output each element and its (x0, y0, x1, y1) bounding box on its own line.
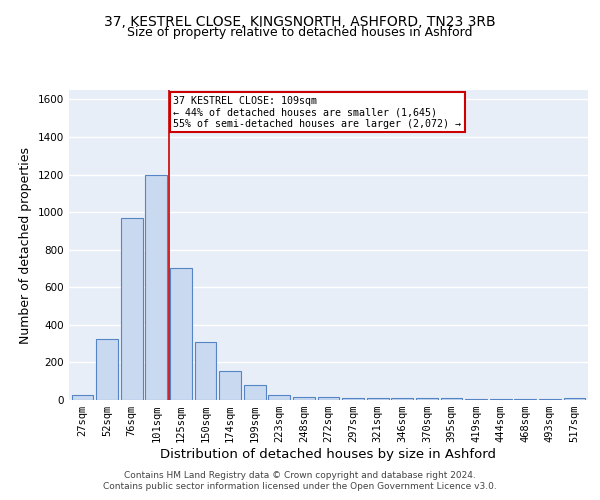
Bar (170, 268, 192, 400)
Text: Contains public sector information licensed under the Open Government Licence v3: Contains public sector information licen… (103, 482, 497, 491)
Y-axis label: Number of detached properties: Number of detached properties (19, 146, 32, 344)
Text: Size of property relative to detached houses in Ashford: Size of property relative to detached ho… (127, 26, 473, 39)
Bar (244, 385, 266, 400)
Bar (97, 339, 118, 400)
Text: Contains HM Land Registry data © Crown copyright and database right 2024.: Contains HM Land Registry data © Crown c… (124, 471, 476, 480)
X-axis label: Distribution of detached houses by size in Ashford: Distribution of detached houses by size … (161, 448, 497, 461)
Bar (72, 396, 94, 400)
Bar (293, 397, 315, 400)
Bar (317, 397, 340, 400)
Bar (367, 398, 389, 400)
Bar (219, 371, 241, 400)
Bar (490, 399, 512, 400)
Bar (440, 398, 463, 400)
Bar (514, 399, 536, 400)
Bar (539, 399, 560, 400)
Bar (121, 218, 143, 400)
Bar (416, 398, 438, 400)
Bar (342, 398, 364, 400)
Bar (145, 174, 167, 400)
Bar (465, 399, 487, 400)
Bar (391, 398, 413, 400)
Bar (563, 398, 585, 400)
Bar (194, 342, 217, 400)
Text: 37 KESTREL CLOSE: 109sqm
← 44% of detached houses are smaller (1,645)
55% of sem: 37 KESTREL CLOSE: 109sqm ← 44% of detach… (173, 96, 461, 129)
Text: 37, KESTREL CLOSE, KINGSNORTH, ASHFORD, TN23 3RB: 37, KESTREL CLOSE, KINGSNORTH, ASHFORD, … (104, 15, 496, 29)
Bar (268, 396, 290, 400)
